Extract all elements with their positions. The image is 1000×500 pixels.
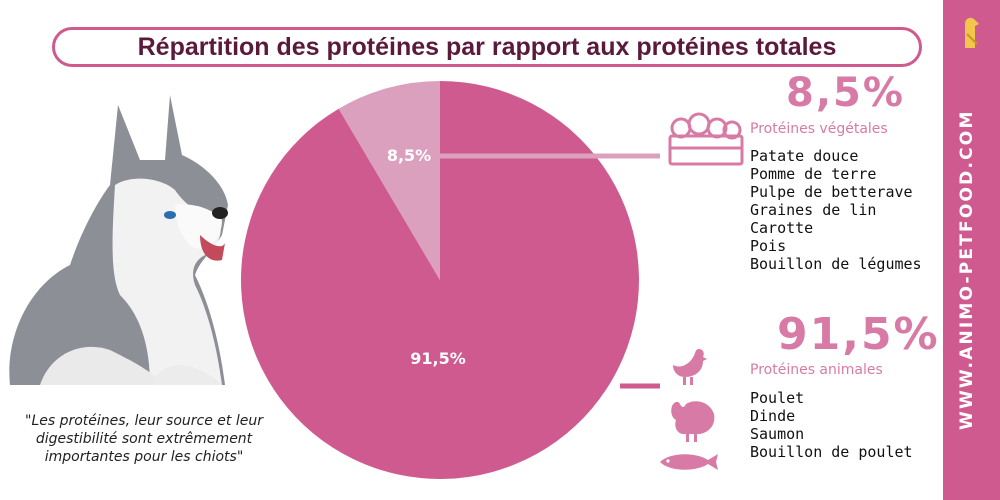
turkey-icon (671, 401, 715, 442)
vegetal-ingredient: Pois (750, 237, 787, 255)
vegetal-ingredient: Pulpe de betterave (750, 183, 913, 201)
vegetable-crate-icon (668, 112, 744, 166)
brand-strip (943, 0, 1000, 500)
animal-ingredient: Bouillon de poulet (750, 443, 913, 461)
vegetal-percentage: 8,5% (786, 70, 905, 116)
animal-ingredient-list: Poulet Dinde Saumon Bouillon de poulet (750, 389, 913, 461)
vegetal-label: Protéines végétales (750, 121, 888, 137)
pie-slice-vegetal (338, 81, 440, 280)
husky-puppy-image (9, 95, 228, 385)
brand-url: WWW.ANIMO-PETFOOD.COM (957, 109, 977, 430)
quote-text: "Les protéines, leur source et leur dige… (25, 413, 263, 465)
vegetal-ingredient: Carotte (750, 219, 814, 237)
slice-label-animal: 91,5% (410, 349, 466, 368)
fish-icon (660, 454, 718, 470)
vegetal-ingredient-list: Patate douce Pomme de terre Pulpe de bette… (750, 147, 922, 273)
pie-slice-animal (240, 81, 639, 479)
chart-title: Répartition des protéines par rapport au… (137, 32, 837, 61)
title-box: Répartition des protéines par rapport au… (52, 27, 922, 67)
pie-chart: 8,5% 91,5% (240, 81, 660, 479)
slice-label-vegetal: 8,5% (387, 146, 431, 165)
chicken-icon (673, 349, 707, 385)
vegetal-ingredient: Pomme de terre (750, 165, 877, 183)
vegetal-ingredient: Graines de lin (750, 201, 877, 219)
animal-label: Protéines animales (750, 362, 883, 378)
animal-ingredient: Saumon (750, 425, 805, 443)
brand-logo-icon (965, 17, 979, 48)
vegetal-ingredient: Patate douce (750, 147, 859, 165)
vegetal-ingredient: Bouillon de légumes (750, 255, 922, 273)
animal-ingredient: Dinde (750, 407, 796, 425)
animal-percentage: 91,5% (777, 309, 940, 360)
animal-ingredient: Poulet (750, 389, 805, 407)
